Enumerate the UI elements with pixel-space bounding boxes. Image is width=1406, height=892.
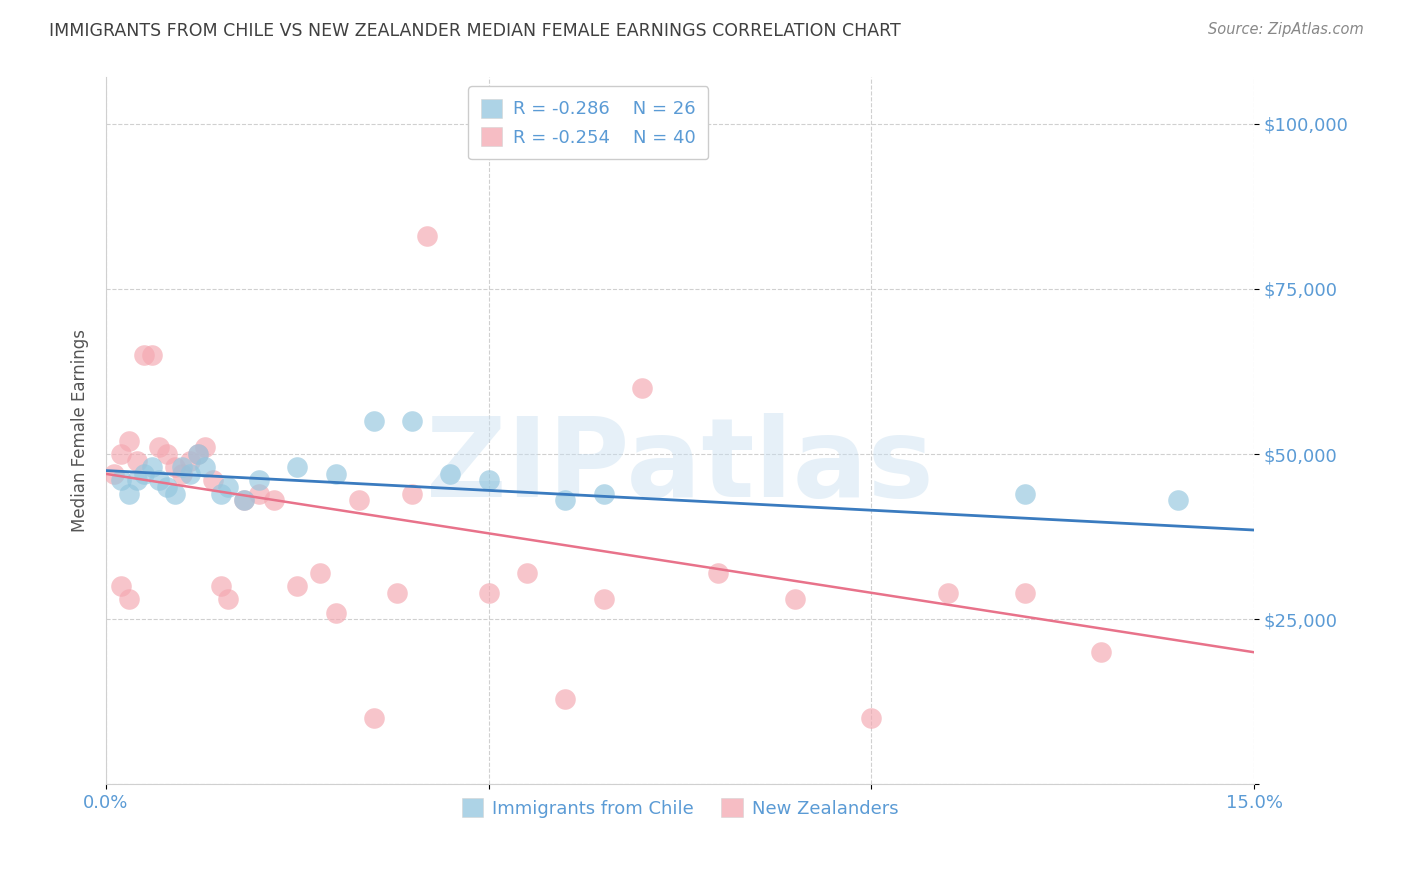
Point — [247, 486, 270, 500]
Point — [554, 493, 576, 508]
Point — [156, 480, 179, 494]
Point — [125, 474, 148, 488]
Point — [194, 441, 217, 455]
Point — [554, 691, 576, 706]
Point — [325, 606, 347, 620]
Point — [217, 480, 239, 494]
Point — [156, 447, 179, 461]
Point — [194, 460, 217, 475]
Point — [592, 592, 614, 607]
Point — [232, 493, 254, 508]
Point — [209, 486, 232, 500]
Point — [163, 486, 186, 500]
Point — [172, 467, 194, 481]
Point — [110, 474, 132, 488]
Point — [125, 453, 148, 467]
Point — [401, 486, 423, 500]
Text: IMMIGRANTS FROM CHILE VS NEW ZEALANDER MEDIAN FEMALE EARNINGS CORRELATION CHART: IMMIGRANTS FROM CHILE VS NEW ZEALANDER M… — [49, 22, 901, 40]
Point — [202, 474, 225, 488]
Point — [936, 586, 959, 600]
Point — [478, 586, 501, 600]
Legend: Immigrants from Chile, New Zealanders: Immigrants from Chile, New Zealanders — [454, 791, 905, 825]
Point — [118, 592, 141, 607]
Point — [783, 592, 806, 607]
Point — [630, 381, 652, 395]
Point — [1014, 486, 1036, 500]
Point — [187, 447, 209, 461]
Point — [285, 460, 308, 475]
Point — [141, 460, 163, 475]
Point — [347, 493, 370, 508]
Point — [134, 348, 156, 362]
Point — [247, 474, 270, 488]
Point — [1167, 493, 1189, 508]
Point — [325, 467, 347, 481]
Point — [179, 467, 201, 481]
Point — [401, 414, 423, 428]
Point — [148, 441, 170, 455]
Point — [363, 414, 385, 428]
Point — [148, 474, 170, 488]
Point — [263, 493, 285, 508]
Point — [217, 592, 239, 607]
Point — [309, 566, 332, 580]
Point — [232, 493, 254, 508]
Point — [285, 579, 308, 593]
Text: Source: ZipAtlas.com: Source: ZipAtlas.com — [1208, 22, 1364, 37]
Point — [163, 460, 186, 475]
Point — [141, 348, 163, 362]
Point — [1090, 645, 1112, 659]
Text: ZIPatlas: ZIPatlas — [426, 413, 934, 520]
Point — [172, 460, 194, 475]
Point — [478, 474, 501, 488]
Y-axis label: Median Female Earnings: Median Female Earnings — [72, 329, 89, 533]
Point — [439, 467, 461, 481]
Point — [209, 579, 232, 593]
Point — [179, 453, 201, 467]
Point — [134, 467, 156, 481]
Point — [1014, 586, 1036, 600]
Point — [416, 229, 439, 244]
Point — [118, 434, 141, 448]
Point — [385, 586, 408, 600]
Point — [110, 447, 132, 461]
Point — [707, 566, 730, 580]
Point — [592, 486, 614, 500]
Point — [187, 447, 209, 461]
Point — [363, 711, 385, 725]
Point — [860, 711, 883, 725]
Point — [103, 467, 125, 481]
Point — [110, 579, 132, 593]
Point — [118, 486, 141, 500]
Point — [516, 566, 538, 580]
